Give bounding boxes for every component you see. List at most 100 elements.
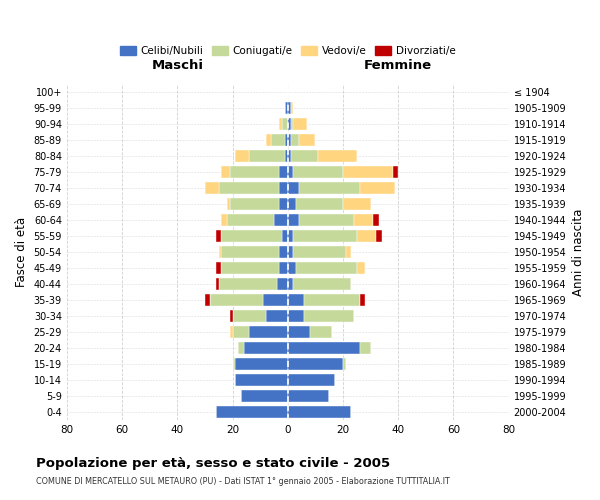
Bar [227, 198, 230, 210]
Bar [288, 198, 296, 210]
Bar [233, 358, 235, 370]
Bar [221, 230, 282, 242]
Bar [227, 214, 274, 226]
Bar [293, 166, 343, 178]
Bar [285, 150, 288, 162]
Bar [271, 134, 285, 146]
Bar [238, 342, 244, 354]
Bar [285, 134, 288, 146]
Bar [288, 310, 304, 322]
Bar [318, 150, 357, 162]
Bar [359, 294, 365, 306]
Bar [288, 214, 299, 226]
Bar [216, 406, 288, 418]
Bar [293, 118, 307, 130]
Bar [288, 150, 290, 162]
Text: Popolazione per età, sesso e stato civile - 2005: Popolazione per età, sesso e stato civil… [36, 458, 390, 470]
Bar [288, 246, 293, 258]
Bar [293, 230, 357, 242]
Bar [205, 182, 219, 194]
Bar [282, 230, 288, 242]
Bar [290, 102, 293, 114]
Bar [274, 214, 288, 226]
Bar [373, 214, 379, 226]
Bar [211, 294, 263, 306]
Bar [280, 166, 288, 178]
Bar [288, 166, 293, 178]
Bar [343, 166, 393, 178]
Bar [288, 390, 329, 402]
Text: COMUNE DI MERCATELLO SUL METAURO (PU) - Dati ISTAT 1° gennaio 2005 - Elaborazion: COMUNE DI MERCATELLO SUL METAURO (PU) - … [36, 478, 450, 486]
Bar [288, 358, 343, 370]
Bar [359, 342, 371, 354]
Bar [221, 166, 230, 178]
Bar [357, 262, 365, 274]
Bar [288, 374, 335, 386]
Bar [357, 230, 376, 242]
Bar [244, 342, 288, 354]
Bar [230, 166, 280, 178]
Bar [354, 214, 373, 226]
Y-axis label: Anni di nascita: Anni di nascita [572, 208, 585, 296]
Bar [299, 182, 359, 194]
Bar [249, 326, 288, 338]
Bar [230, 198, 280, 210]
Bar [288, 230, 293, 242]
Bar [343, 198, 371, 210]
Bar [266, 134, 271, 146]
Bar [205, 294, 211, 306]
Bar [288, 294, 304, 306]
Text: Femmine: Femmine [364, 60, 432, 72]
Bar [263, 294, 288, 306]
Bar [304, 294, 359, 306]
Bar [219, 246, 221, 258]
Bar [235, 374, 288, 386]
Bar [216, 230, 221, 242]
Bar [233, 326, 249, 338]
Bar [393, 166, 398, 178]
Bar [282, 118, 288, 130]
Bar [221, 246, 280, 258]
Bar [304, 310, 354, 322]
Bar [280, 118, 282, 130]
Bar [230, 310, 233, 322]
Bar [376, 230, 382, 242]
Bar [299, 214, 354, 226]
Bar [249, 150, 285, 162]
Bar [288, 182, 299, 194]
Bar [277, 278, 288, 290]
Bar [290, 150, 318, 162]
Bar [346, 246, 351, 258]
Legend: Celibi/Nubili, Coniugati/e, Vedovi/e, Divorziati/e: Celibi/Nubili, Coniugati/e, Vedovi/e, Di… [116, 42, 460, 60]
Y-axis label: Fasce di età: Fasce di età [15, 217, 28, 287]
Bar [288, 326, 310, 338]
Bar [221, 214, 227, 226]
Bar [299, 134, 316, 146]
Bar [288, 342, 359, 354]
Bar [230, 326, 233, 338]
Bar [288, 134, 290, 146]
Bar [235, 358, 288, 370]
Bar [290, 118, 293, 130]
Bar [219, 182, 280, 194]
Bar [288, 102, 290, 114]
Bar [280, 182, 288, 194]
Bar [288, 278, 293, 290]
Bar [359, 182, 395, 194]
Bar [310, 326, 332, 338]
Bar [288, 406, 351, 418]
Bar [233, 310, 266, 322]
Bar [216, 278, 219, 290]
Bar [288, 262, 296, 274]
Bar [343, 358, 346, 370]
Bar [280, 246, 288, 258]
Bar [280, 198, 288, 210]
Bar [235, 150, 249, 162]
Bar [266, 310, 288, 322]
Text: Maschi: Maschi [151, 60, 203, 72]
Bar [293, 246, 346, 258]
Bar [293, 278, 351, 290]
Bar [221, 262, 280, 274]
Bar [296, 198, 343, 210]
Bar [290, 134, 299, 146]
